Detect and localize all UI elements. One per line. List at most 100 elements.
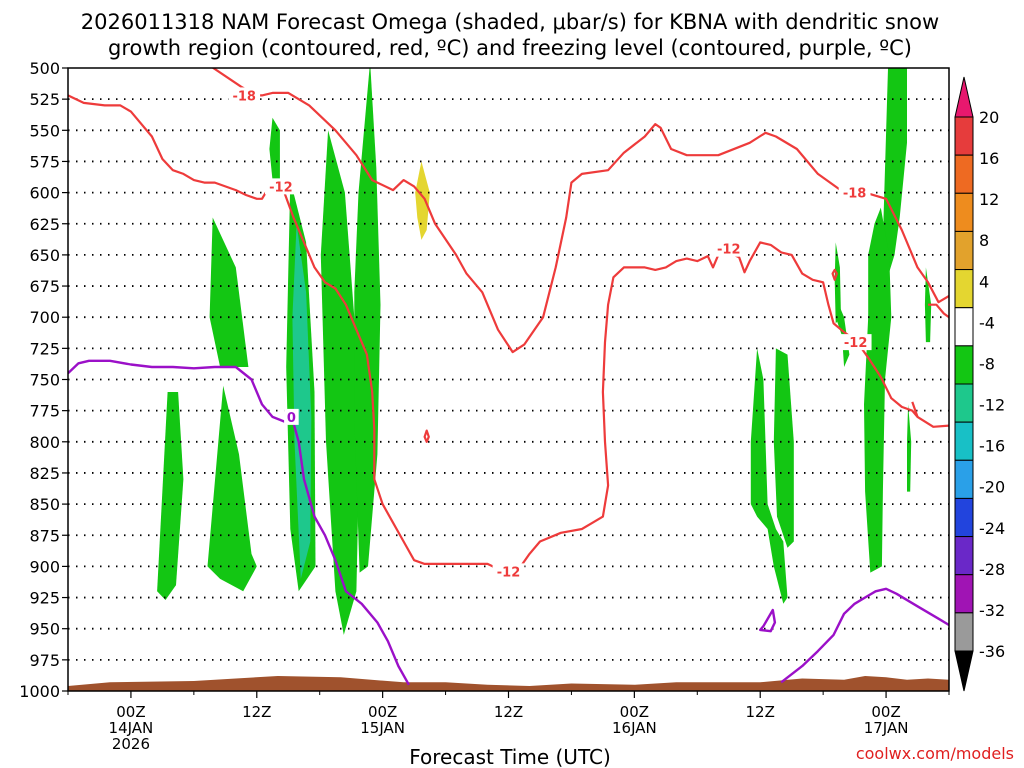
colorbar-label: 12 (979, 190, 999, 209)
x-tick-label: 17JAN (864, 719, 909, 737)
freezing-level-contour (759, 608, 777, 633)
colorbar-bin (954, 421, 974, 461)
x-tick-label: 00Z (871, 703, 900, 721)
colorbar-bin (954, 497, 974, 538)
colorbar-bin (954, 459, 974, 499)
colorbar-label: -36 (979, 642, 1005, 661)
y-tick-label: 900 (29, 557, 60, 576)
y-tick-label: 725 (29, 339, 60, 358)
chart-title-line1: 2026011318 NAM Forecast Omega (shaded, μ… (81, 10, 939, 34)
dgz-contour (281, 188, 499, 570)
colorbar-label: 4 (979, 272, 989, 291)
x-tick-label: 15JAN (360, 719, 405, 737)
colorbar-bin (954, 269, 974, 309)
x-tick-label: 2026 (112, 735, 150, 753)
colorbar-label: -12 (979, 396, 1005, 415)
colorbar-bin (954, 574, 974, 614)
y-tick-label: 675 (29, 277, 60, 296)
freezing-level-contour (68, 359, 289, 425)
colorbar-bin (954, 116, 974, 156)
plot-content: -18 -18 -12 -12 -12 -12 0 (68, 68, 949, 691)
omega-region (864, 207, 892, 573)
y-tick-label: 575 (29, 152, 60, 171)
y-tick-label: 550 (29, 121, 60, 140)
dgz-contour (928, 303, 949, 319)
x-tick-label: 00Z (368, 703, 397, 721)
terrain-ground (68, 676, 949, 691)
y-tick-label: 625 (29, 215, 60, 234)
pressure-axis: 500 525 550 575 600 625 650 675 700 725 750 775 800 8… (19, 59, 68, 701)
colorbar-bin (954, 383, 974, 423)
plot-area: -18 -18 -12 -12 -12 -12 0 (68, 68, 949, 691)
x-tick-label: 16JAN (612, 719, 657, 737)
colorbar-label: -4 (979, 313, 995, 332)
dgz-label: -12 (844, 336, 868, 351)
y-tick-label: 825 (29, 464, 60, 483)
colorbar-label: -20 (979, 478, 1005, 497)
dgz-label-bg (839, 334, 872, 351)
y-tick-label: 925 (29, 589, 60, 608)
y-tick-label: 1000 (19, 682, 60, 701)
colorbar-label: -24 (979, 519, 1005, 538)
omega-region (907, 404, 912, 492)
omega-region (269, 117, 280, 181)
dgz-contour (831, 268, 838, 281)
omega-region (773, 348, 794, 548)
colorbar-bin (954, 345, 974, 385)
x-tick-label: 14JAN (109, 719, 154, 737)
x-tick-label: 00Z (116, 703, 145, 721)
dgz-contour (911, 401, 919, 418)
colorbar-label: -8 (979, 354, 995, 373)
colorbar-bin (954, 307, 974, 347)
colorbar-label: -32 (979, 601, 1005, 620)
x-tick-label: 00Z (620, 703, 649, 721)
dgz-label: -18 (232, 89, 256, 104)
colorbar-cap-bottom (954, 650, 974, 692)
y-tick-label: 850 (29, 495, 60, 514)
dgz-contour (518, 241, 856, 570)
omega-region (415, 161, 430, 240)
dgz-label: -12 (269, 180, 293, 195)
colorbar: 20 16 12 8 4 -4 -8 -12 -16 -20 -24 -28 -32 -36 (954, 76, 1005, 692)
x-tick-label: 12Z (242, 703, 271, 721)
colorbar-bin (954, 536, 974, 576)
dgz-label-bg (228, 87, 261, 104)
y-tick-label: 875 (29, 526, 60, 545)
omega-region (207, 385, 257, 592)
omega-region (209, 217, 249, 367)
x-tick-label: 12Z (494, 703, 523, 721)
omega-region (834, 242, 841, 324)
freezing-level-label: 0 (287, 411, 296, 426)
y-tick-label: 750 (29, 371, 60, 390)
y-tick-label: 975 (29, 651, 60, 670)
colorbar-label: 16 (979, 149, 999, 168)
colorbar-bin (954, 230, 974, 271)
y-tick-label: 775 (29, 402, 60, 421)
x-axis-label: Forecast Time (UTC) (409, 745, 611, 768)
omega-region (354, 68, 381, 573)
omega-region (750, 348, 788, 604)
dgz-contour (68, 94, 289, 200)
y-tick-label: 500 (29, 59, 60, 78)
dgz-label: -12 (717, 243, 741, 258)
credit-text: coolwx.com/models (856, 744, 1014, 763)
y-tick-label: 600 (29, 184, 60, 203)
chart-title-line2: growth region (contoured, red, ºC) and f… (108, 36, 912, 60)
y-tick-label: 800 (29, 433, 60, 452)
dgz-contour (211, 68, 949, 354)
omega-region (320, 130, 360, 635)
colorbar-bin (954, 612, 974, 652)
y-tick-label: 525 (29, 90, 60, 109)
dgz-contour (858, 345, 949, 428)
freezing-level-contour (780, 587, 949, 684)
dgz-contour (423, 429, 430, 443)
x-tick-label: 12Z (746, 703, 775, 721)
dgz-label-bg (712, 240, 745, 257)
dgz-label-bg (492, 563, 525, 580)
colorbar-label: -28 (979, 560, 1005, 579)
y-tick-label: 700 (29, 308, 60, 327)
dgz-label: -18 (843, 187, 867, 202)
colorbar-cap-top (954, 76, 974, 118)
